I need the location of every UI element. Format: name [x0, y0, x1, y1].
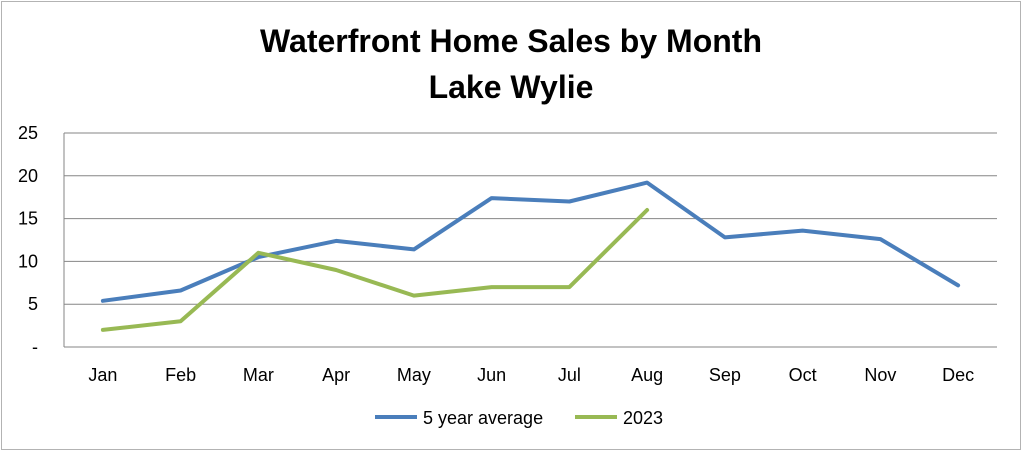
x-tick-label: Sep: [709, 365, 741, 385]
x-tick-label: Apr: [322, 365, 350, 385]
x-tick-label: May: [397, 365, 431, 385]
x-tick-label: Mar: [243, 365, 274, 385]
legend: 5 year average 2023: [375, 408, 663, 428]
x-axis-ticks: Jan Feb Mar Apr May Jun Jul Aug Sep Oct Nov Dec: [88, 365, 974, 385]
y-tick-label: -: [32, 337, 38, 357]
gridlines: [64, 132, 997, 305]
y-tick-label: 20: [18, 166, 38, 186]
legend-label: 2023: [623, 408, 663, 428]
x-tick-label: Jan: [88, 365, 117, 385]
x-tick-label: Jun: [477, 365, 506, 385]
series-line-five-year-average: [100, 180, 961, 303]
x-tick-label: Nov: [864, 365, 896, 385]
y-tick-label: 15: [18, 209, 38, 229]
chart-subtitle: Lake Wylie: [429, 69, 594, 105]
x-tick-label: Dec: [942, 365, 974, 385]
y-axis-ticks: - 5 10 15 20 25: [18, 123, 38, 357]
series-line-current-year: [100, 208, 650, 332]
x-tick-label: Aug: [631, 365, 663, 385]
series-lines: [100, 180, 961, 332]
axes: [63, 133, 997, 348]
x-tick-label: Oct: [789, 365, 817, 385]
y-tick-label: 25: [18, 123, 38, 143]
chart-title: Waterfront Home Sales by Month: [260, 23, 762, 59]
y-tick-label: 5: [28, 294, 38, 314]
x-tick-label: Jul: [558, 365, 581, 385]
y-tick-label: 10: [18, 251, 38, 271]
x-tick-label: Feb: [165, 365, 196, 385]
legend-label: 5 year average: [423, 408, 543, 428]
